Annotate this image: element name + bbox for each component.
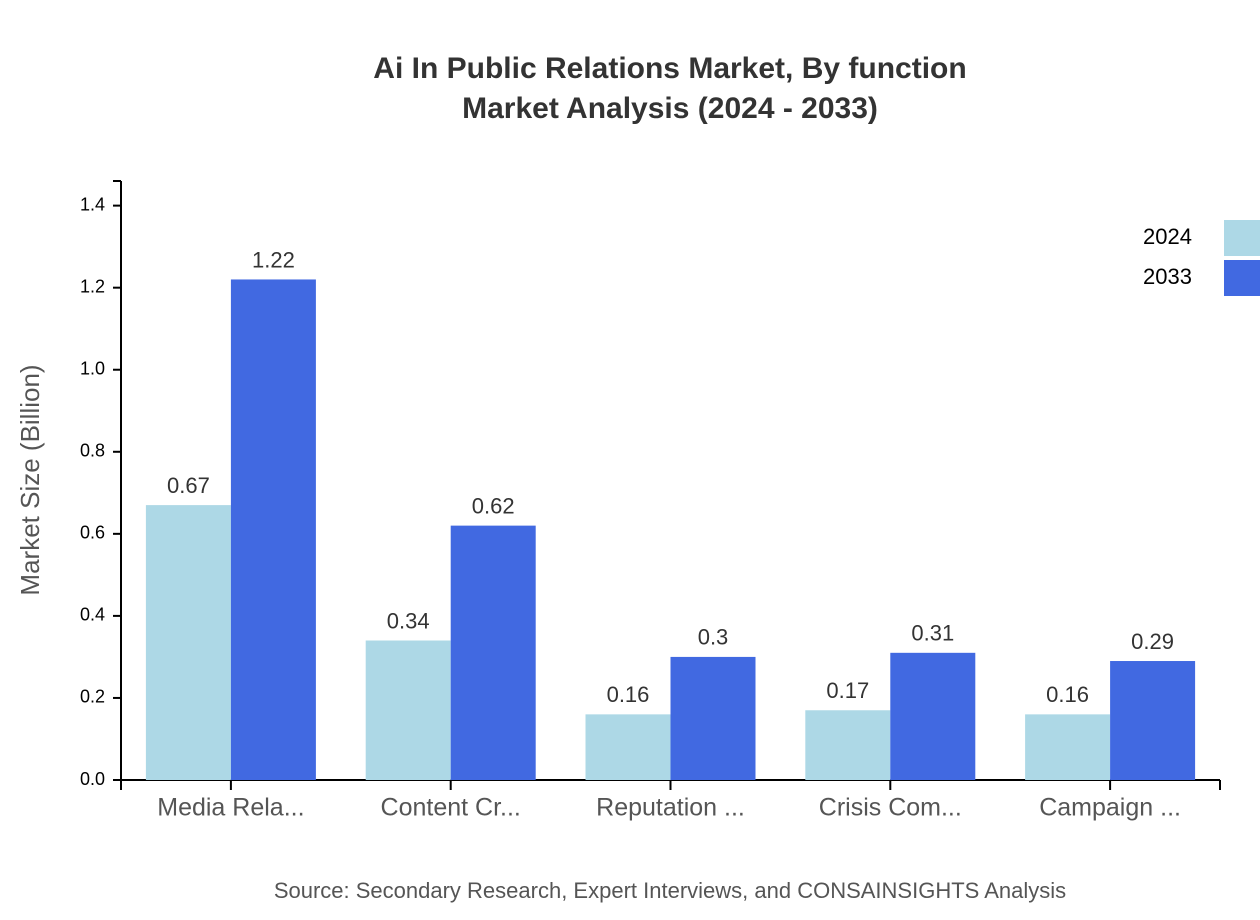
- x-tick-label: Crisis Com...: [819, 794, 962, 822]
- y-tick-label: 0.2: [80, 687, 105, 707]
- x-tick-label: Content Cr...: [381, 794, 521, 822]
- y-tick-label: 1.4: [80, 194, 105, 214]
- value-label: 0.31: [911, 621, 954, 646]
- x-tick-label: Reputation ...: [596, 794, 745, 822]
- legend-swatch: [1224, 260, 1260, 296]
- value-label: 0.16: [1046, 682, 1089, 707]
- source-note: Source: Secondary Research, Expert Inter…: [274, 878, 1066, 903]
- y-tick-label: 0.4: [80, 605, 105, 625]
- y-tick-label: 0.6: [80, 523, 105, 543]
- value-label: 0.3: [698, 625, 729, 650]
- y-tick-label: 0.8: [80, 441, 105, 461]
- value-label: 0.17: [826, 678, 869, 703]
- value-label: 0.34: [387, 608, 430, 633]
- bar: [890, 652, 976, 780]
- bar: [230, 279, 316, 780]
- legend-label: 2024: [1143, 224, 1192, 249]
- x-tick-label: Media Rela...: [157, 794, 304, 822]
- value-label: 0.29: [1131, 629, 1174, 654]
- chart-subtitle: Market Analysis (2024 - 2033): [462, 92, 878, 125]
- chart-title: Ai In Public Relations Market, By functi…: [373, 52, 966, 85]
- value-label: 1.22: [252, 247, 295, 272]
- y-axis-label: Market Size (Billion): [15, 364, 45, 595]
- bar: [1025, 714, 1111, 780]
- bar: [805, 710, 891, 780]
- bar: [365, 640, 451, 780]
- bar: [1110, 661, 1196, 780]
- bar: [145, 505, 231, 780]
- legend-label: 2033: [1143, 264, 1192, 289]
- value-label: 0.62: [472, 493, 515, 518]
- y-tick-label: 0.0: [80, 769, 105, 789]
- x-tick-label: Campaign ...: [1039, 794, 1181, 822]
- bar: [670, 656, 756, 780]
- y-tick-label: 1.0: [80, 358, 105, 378]
- legend-swatch: [1224, 220, 1260, 256]
- y-tick-label: 1.2: [80, 276, 105, 296]
- value-label: 0.67: [167, 473, 210, 498]
- bar: [585, 714, 671, 780]
- value-label: 0.16: [607, 682, 650, 707]
- bar: [450, 525, 536, 780]
